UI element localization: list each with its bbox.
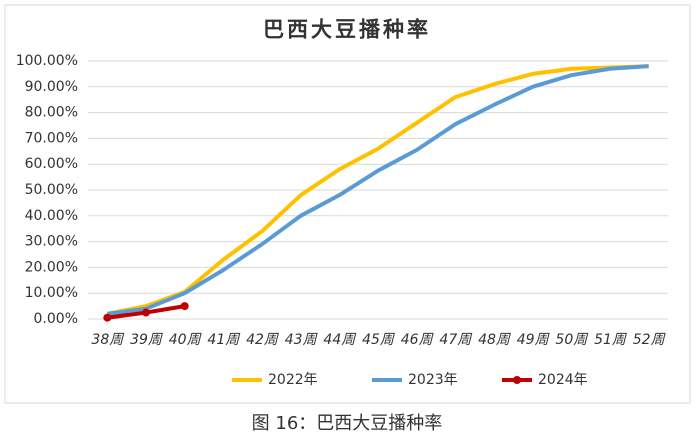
legend-label: 2023年 — [408, 372, 458, 388]
y-tick-label: 100.00% — [16, 53, 78, 69]
chart-title: 巴西大豆播种率 — [263, 17, 431, 42]
x-tick-label: 44周 — [323, 332, 357, 348]
point — [142, 308, 150, 317]
point — [103, 313, 112, 322]
y-tick-label: 10.00% — [25, 285, 78, 301]
legend-label: 2022年 — [268, 372, 318, 388]
x-tick-label: 48周 — [478, 332, 512, 348]
series-line — [107, 64, 649, 316]
x-tick-label: 51周 — [594, 332, 628, 348]
x-tick-label: 45周 — [362, 332, 396, 348]
x-tick-label: 40周 — [169, 332, 203, 348]
y-tick-label: 50.00% — [25, 182, 78, 198]
x-tick-label: 42周 — [246, 332, 280, 348]
legend-marker — [513, 376, 521, 384]
x-tick-label: 50周 — [555, 332, 589, 348]
point — [180, 302, 189, 311]
y-tick-label: 90.00% — [25, 79, 78, 95]
y-tick-label: 0.00% — [34, 311, 78, 327]
x-tick-label: 52周 — [633, 332, 667, 348]
x-tick-label: 43周 — [285, 332, 319, 348]
y-tick-label: 40.00% — [25, 208, 78, 224]
series-line — [106, 64, 649, 316]
x-tick-label: 41周 — [207, 332, 241, 348]
x-tick-label: 39周 — [130, 332, 164, 348]
y-tick-label: 80.00% — [25, 105, 78, 121]
y-tick-label: 60.00% — [25, 156, 78, 172]
caption: 图 16：巴西大豆播种率 — [252, 413, 443, 434]
x-tick-label: 46周 — [401, 332, 435, 348]
y-tick-label: 70.00% — [25, 130, 78, 146]
y-tick-label: 20.00% — [25, 259, 78, 275]
x-tick-label: 49周 — [517, 332, 551, 348]
x-tick-label: 47周 — [439, 332, 473, 348]
legend-label: 2024年 — [538, 372, 588, 388]
chart-frame — [4, 4, 691, 404]
x-tick-label: 38周 — [91, 332, 125, 348]
y-tick-label: 30.00% — [25, 234, 78, 250]
